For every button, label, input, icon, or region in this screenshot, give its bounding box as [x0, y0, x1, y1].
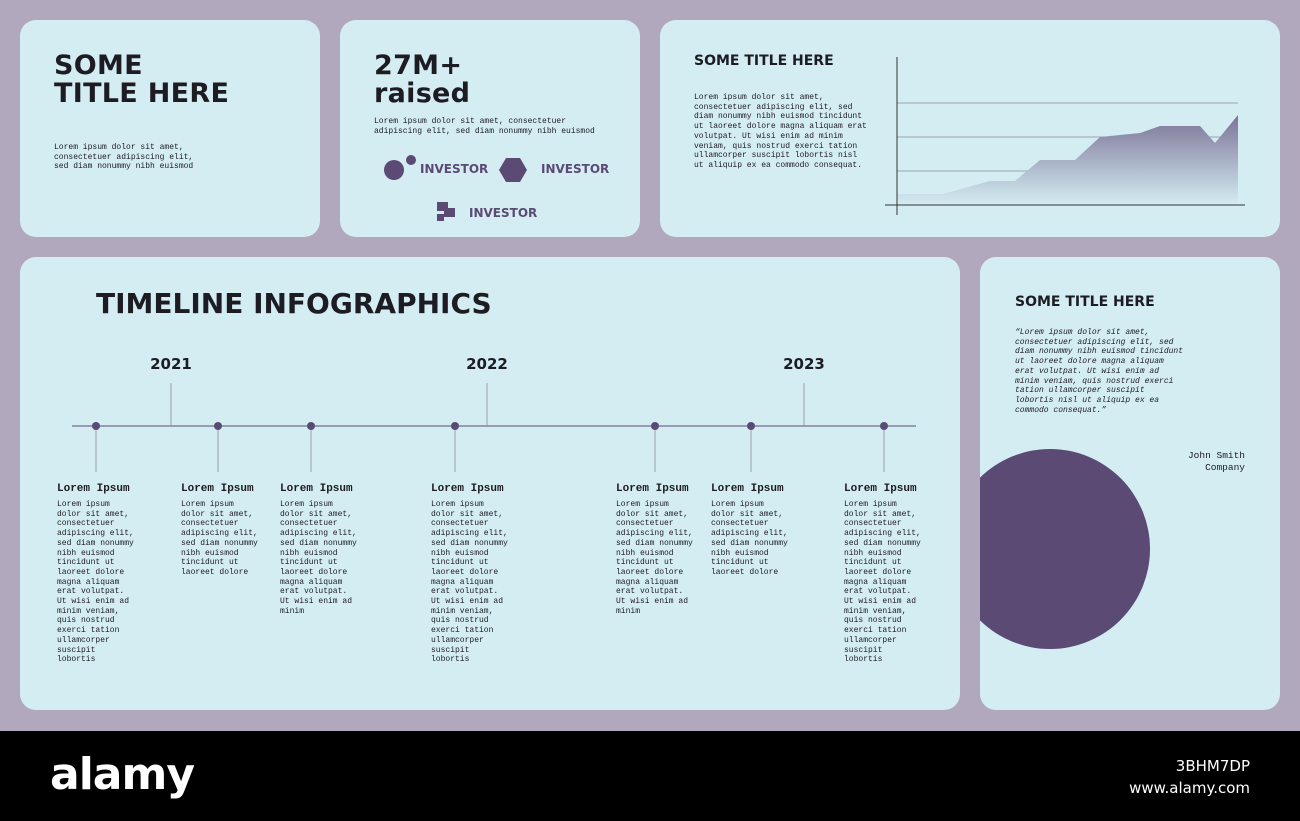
investor-icons [384, 155, 527, 221]
event-dot [214, 422, 222, 430]
title-line: SOME [54, 50, 143, 81]
event-dot [451, 422, 459, 430]
timeline-axis: 2021 2022 2023 [72, 355, 916, 472]
quote-text: “Lorem ipsum dolor sit amet, consectetue… [1015, 328, 1184, 415]
event-text: Lorem ipsum dolor sit amet, consectetuer… [711, 500, 788, 577]
investor-label: INVESTOR [469, 206, 538, 220]
quote-card: SOME TITLE HERE “Lorem ipsum dolor sit a… [980, 257, 1280, 710]
intro-title: SOME TITLE HERE [54, 52, 229, 108]
brand: alamy [50, 749, 195, 800]
event-title: Lorem Ipsum [280, 483, 353, 495]
quote-attribution: John Smith Company [1188, 450, 1245, 474]
intro-card: SOME TITLE HERE Lorem ipsum dolor sit am… [20, 20, 320, 237]
headline-line: 27M+ [374, 50, 463, 81]
event-title: Lorem Ipsum [616, 483, 689, 495]
timeline-card: TIMELINE INFOGRAPHICS 2021 2022 2023 Lorem… [20, 257, 960, 710]
intro-text: Lorem ipsum dolor sit amet, consectetuer… [54, 143, 194, 172]
event-title: Lorem Ipsum [431, 483, 504, 495]
title-line: TITLE HERE [54, 78, 230, 109]
event-title: Lorem Ipsum [844, 483, 917, 495]
event-dot [307, 422, 315, 430]
event-text: Lorem ipsum dolor sit amet, consectetuer… [431, 500, 508, 665]
event-title: Lorem Ipsum [181, 483, 254, 495]
event-dot [747, 422, 755, 430]
headline-line: raised [374, 78, 471, 109]
company: Company [1205, 462, 1245, 473]
circle-decoration [980, 449, 1150, 649]
event: Lorem Ipsum Lorem ipsum dolor sit amet, c… [844, 483, 924, 665]
year-label: 2023 [783, 355, 825, 373]
event-text: Lorem ipsum dolor sit amet, consectetuer… [57, 500, 134, 665]
footer: alamy 3BHM7DP www.alamy.com [0, 731, 1300, 821]
event: Lorem Ipsum Lorem ipsum dolor sit amet, c… [57, 483, 137, 665]
event-dot [92, 422, 100, 430]
event: Lorem Ipsum Lorem ipsum dolor sit amet, c… [711, 483, 791, 578]
quote-title: SOME TITLE HERE [1015, 294, 1155, 310]
footer-info: 3BHM7DP www.alamy.com [1129, 755, 1250, 799]
event: Lorem Ipsum Lorem ipsum dolor sit amet, c… [431, 483, 511, 665]
investor-label: INVESTOR [420, 162, 489, 176]
year-label: 2022 [466, 355, 508, 373]
event: Lorem Ipsum Lorem ipsum dolor sit amet, c… [280, 483, 360, 616]
headline: 27M+ raised [374, 52, 470, 108]
event-title: Lorem Ipsum [711, 483, 784, 495]
stats-card: 27M+ raised Lorem ipsum dolor sit amet, … [340, 20, 640, 237]
chart-card-title: SOME TITLE HERE [694, 53, 834, 69]
area-illustration [885, 57, 1245, 215]
event-text: Lorem ipsum dolor sit amet, consectetuer… [844, 500, 921, 665]
url: www.alamy.com [1129, 779, 1250, 797]
event-text: Lorem ipsum dolor sit amet, consectetuer… [616, 500, 693, 616]
year-label: 2021 [150, 355, 192, 373]
chart-card-text: Lorem ipsum dolor sit amet, consectetuer… [694, 93, 867, 170]
event: Lorem Ipsum Lorem ipsum dolor sit amet, c… [616, 483, 696, 616]
event-title: Lorem Ipsum [57, 483, 130, 495]
event-dot [880, 422, 888, 430]
event: Lorem Ipsum Lorem ipsum dolor sit amet, c… [181, 483, 261, 578]
investor-label: INVESTOR [541, 162, 610, 176]
timeline-title: TIMELINE INFOGRAPHICS [96, 287, 492, 320]
author: John Smith [1187, 450, 1245, 461]
chart-card: SOME TITLE HERE Lorem ipsum dolor sit am… [660, 20, 1280, 237]
image-id: 3BHM7DP [1175, 757, 1250, 775]
event-text: Lorem ipsum dolor sit amet, consectetuer… [181, 500, 258, 577]
stats-text: Lorem ipsum dolor sit amet, consectetuer… [374, 117, 595, 136]
event-text: Lorem ipsum dolor sit amet, consectetuer… [280, 500, 357, 616]
event-dot [651, 422, 659, 430]
